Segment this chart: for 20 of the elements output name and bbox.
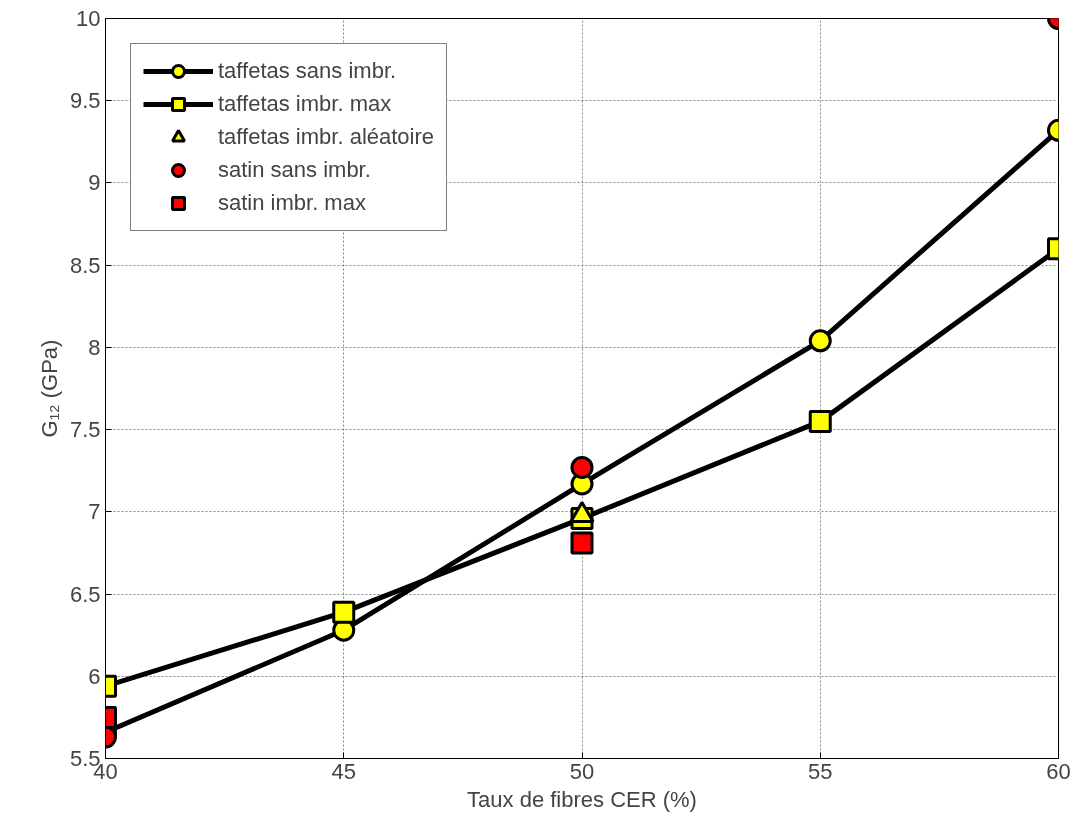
y-tick-label: 9 bbox=[88, 170, 101, 196]
legend-label: taffetas sans imbr. bbox=[218, 58, 397, 84]
x-tick-label: 55 bbox=[808, 758, 833, 784]
legend-label: taffetas imbr. max bbox=[218, 91, 392, 117]
y-tick-label: 9.5 bbox=[69, 88, 101, 114]
y-axis-title: G₁₂ (GPa) bbox=[36, 339, 62, 438]
x-tick-label: 45 bbox=[331, 758, 356, 784]
legend-label: satin sans imbr. bbox=[218, 157, 371, 183]
y-tick-label: 8.5 bbox=[69, 252, 101, 278]
y-tick-label: 7.5 bbox=[69, 417, 101, 443]
x-tick-label: 50 bbox=[569, 758, 595, 784]
x-axis-title: Taux de fibres CER (%) bbox=[467, 786, 697, 812]
y-tick-label: 6.5 bbox=[69, 581, 101, 607]
x-tick-label: 60 bbox=[1046, 758, 1071, 784]
y-tick-label: 10 bbox=[76, 6, 101, 31]
legend-label: satin imbr. max bbox=[218, 190, 366, 216]
y-tick-label: 7 bbox=[88, 499, 101, 525]
y-tick-label: 8 bbox=[88, 334, 101, 360]
y-tick-label: 6 bbox=[88, 663, 101, 689]
legend-label: taffetas imbr. aléatoire bbox=[218, 124, 435, 150]
